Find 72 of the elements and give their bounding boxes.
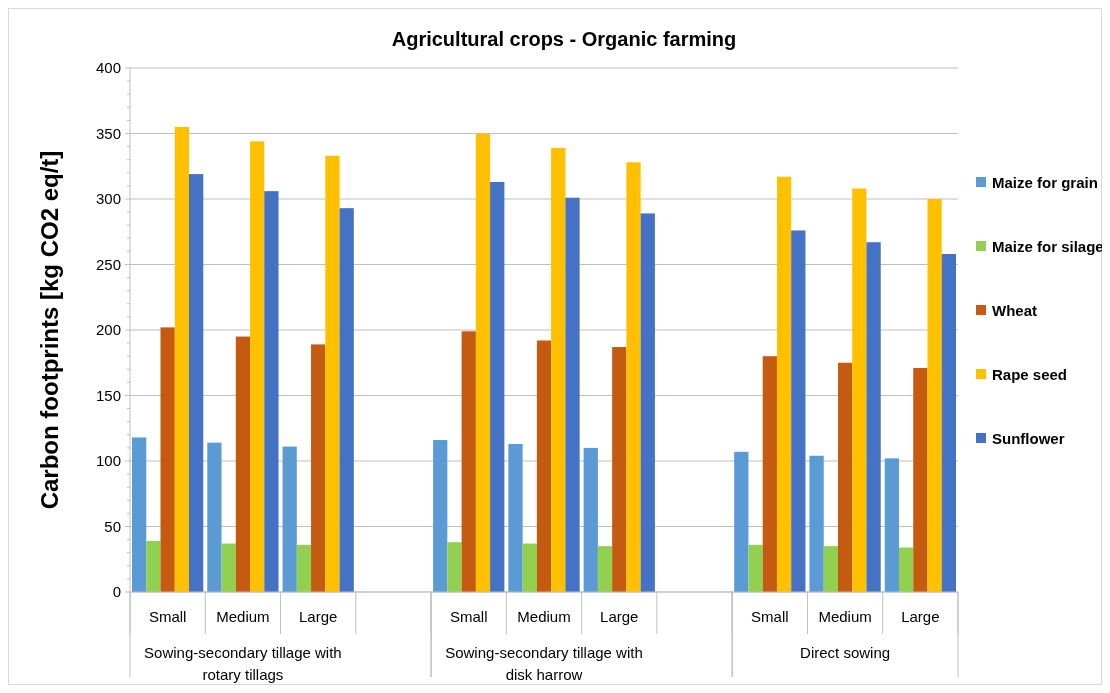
bar bbox=[433, 440, 448, 592]
legend-label: Rape seed bbox=[992, 366, 1068, 384]
x-tick-label: Small bbox=[148, 608, 187, 625]
bar bbox=[325, 155, 340, 592]
bar bbox=[296, 544, 312, 592]
bar bbox=[837, 362, 853, 592]
y-tick-label: 300 bbox=[95, 190, 121, 208]
bar bbox=[565, 197, 580, 592]
bar bbox=[597, 546, 613, 592]
bar bbox=[490, 181, 505, 592]
text: Sowing-secondary tillage with rotary tillags bbox=[144, 644, 342, 683]
bar bbox=[734, 451, 749, 592]
bar bbox=[447, 542, 462, 592]
bar bbox=[913, 367, 928, 592]
bar bbox=[884, 458, 899, 592]
bar bbox=[522, 543, 537, 592]
y-tick-label: 150 bbox=[95, 386, 121, 404]
bar bbox=[207, 442, 222, 592]
bar bbox=[866, 242, 881, 592]
bar bbox=[612, 347, 627, 592]
bar bbox=[461, 331, 476, 592]
bar bbox=[250, 141, 265, 592]
x-tick-label: Large bbox=[901, 608, 940, 625]
bar bbox=[583, 447, 598, 592]
bar bbox=[221, 543, 236, 592]
bar bbox=[898, 547, 914, 592]
bar bbox=[823, 546, 838, 592]
y-tick-label: 250 bbox=[95, 255, 121, 273]
bar bbox=[551, 147, 566, 592]
x-tick-label: Small bbox=[449, 608, 488, 625]
bar bbox=[640, 213, 655, 592]
bar bbox=[146, 540, 161, 592]
bar bbox=[791, 230, 806, 592]
bar bbox=[264, 191, 279, 592]
y-tick-label: 400 bbox=[95, 59, 121, 77]
bar bbox=[282, 446, 297, 592]
x-tick-label: Small bbox=[751, 608, 789, 625]
bar bbox=[160, 327, 175, 592]
bar bbox=[311, 344, 326, 592]
x-tick-label: Large bbox=[298, 608, 338, 625]
legend-label: Sunflower bbox=[992, 430, 1065, 448]
y-tick-label: 0 bbox=[112, 583, 121, 601]
legend-label: Maize for grain bbox=[992, 174, 1098, 192]
bar bbox=[475, 133, 491, 592]
y-axis-title: Carbon footprints [kg CO2 eq/t] bbox=[36, 150, 63, 510]
y-tick-label: 50 bbox=[104, 517, 121, 535]
bar bbox=[748, 544, 763, 592]
bar bbox=[762, 356, 777, 592]
bar bbox=[132, 437, 147, 592]
x-tick-label: Medium bbox=[818, 608, 872, 625]
bar bbox=[941, 254, 956, 592]
text: Sowing-secondary tillage with disk harrow bbox=[445, 644, 643, 683]
chart-title: Agricultural crops - Organic farming bbox=[391, 28, 737, 50]
bar bbox=[174, 126, 190, 592]
legend-label: Wheat bbox=[992, 302, 1037, 320]
bar bbox=[536, 340, 552, 592]
bar bbox=[235, 336, 251, 592]
x-tick-label: Medium bbox=[216, 608, 270, 625]
y-tick-label: 100 bbox=[95, 452, 121, 470]
y-tick-label: 350 bbox=[95, 124, 121, 142]
bar bbox=[852, 188, 867, 592]
x-tick-label: Medium bbox=[517, 608, 571, 625]
bar bbox=[339, 208, 354, 592]
x-tick-label: Large bbox=[600, 608, 639, 625]
bar bbox=[927, 199, 942, 592]
y-tick-label: 200 bbox=[95, 321, 121, 339]
bar bbox=[626, 162, 641, 592]
bar bbox=[809, 455, 824, 592]
bar bbox=[508, 443, 523, 592]
bar bbox=[776, 176, 792, 592]
text: Direct sowing bbox=[800, 644, 891, 661]
bar bbox=[189, 174, 204, 592]
